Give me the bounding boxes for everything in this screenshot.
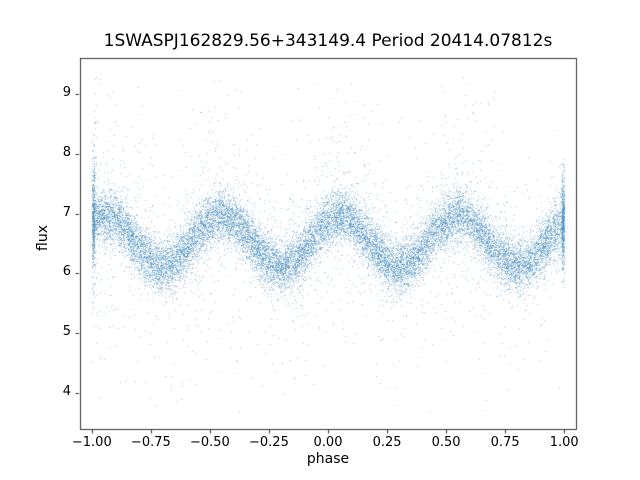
x-axis-label: phase: [306, 451, 350, 467]
x-tick-label: 0.75: [490, 435, 520, 450]
chart-title: 1SWASPJ162829.56+343149.4 Period 20414.0…: [103, 31, 553, 51]
x-tick-label: −0.25: [249, 435, 289, 450]
y-tick-label: 9: [62, 84, 71, 100]
y-tick-label: 8: [62, 144, 71, 160]
y-tick-label: 7: [62, 204, 71, 220]
x-tick-label: 0.25: [372, 435, 402, 450]
x-tick-label: −1.00: [71, 435, 112, 450]
x-tick-label: −0.50: [189, 435, 230, 450]
y-axis-label: flux: [34, 225, 51, 251]
y-tick-label: 4: [62, 384, 71, 400]
x-tick-label: −0.75: [130, 435, 171, 450]
x-tick-label: 1.00: [549, 435, 579, 450]
x-tick-label: 0.50: [431, 435, 461, 450]
y-tick-label: 6: [62, 264, 71, 280]
y-tick-label: 5: [62, 324, 71, 340]
x-tick-label: 0.00: [313, 435, 343, 450]
